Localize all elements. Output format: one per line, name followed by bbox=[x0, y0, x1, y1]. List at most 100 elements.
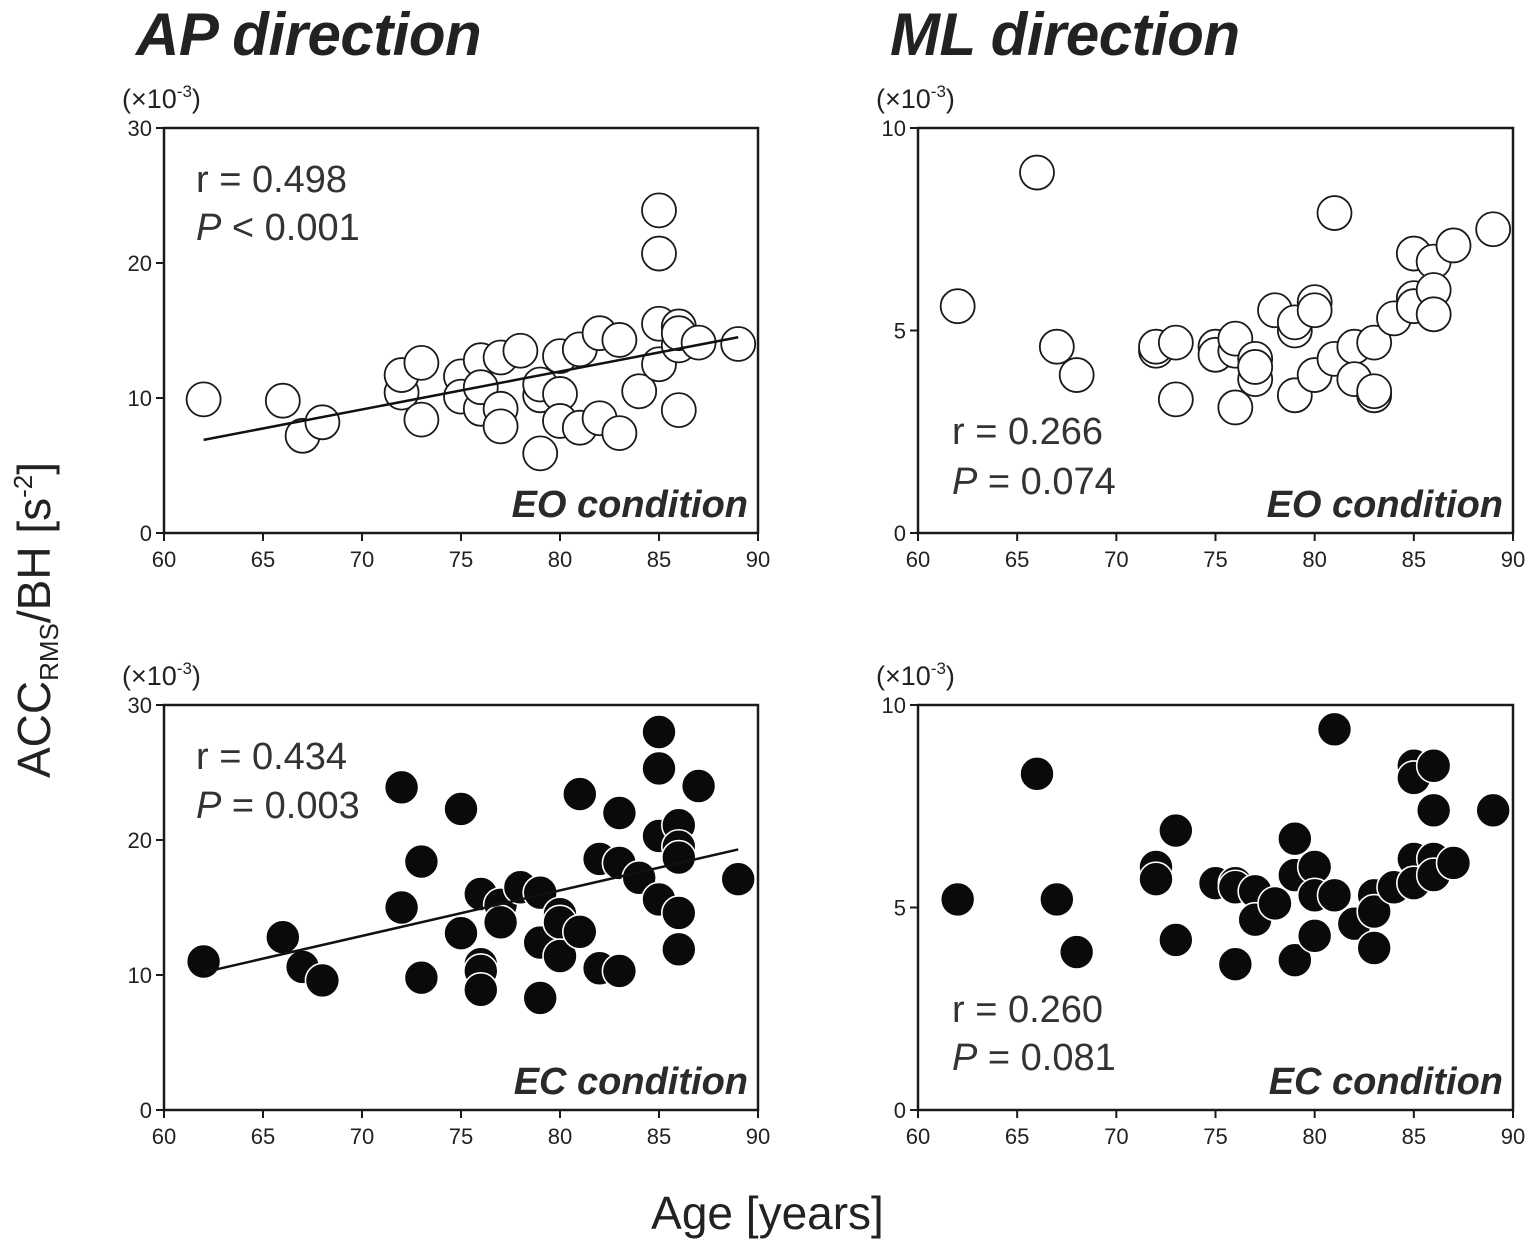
x-tick-label: 80 bbox=[1302, 547, 1326, 572]
data-point bbox=[561, 776, 598, 812]
data-point bbox=[443, 915, 479, 951]
r-value: r = 0.434 bbox=[196, 736, 347, 778]
data-point bbox=[660, 931, 697, 968]
x-tick-label: 70 bbox=[1104, 547, 1128, 572]
data-point bbox=[482, 904, 519, 941]
data-point bbox=[1058, 934, 1095, 970]
y-tick-label: 20 bbox=[128, 828, 152, 853]
y-tick-label: 5 bbox=[894, 896, 906, 921]
regression-line bbox=[203, 336, 739, 442]
data-point bbox=[1316, 877, 1353, 914]
x-tick-label: 70 bbox=[350, 547, 374, 572]
x-tick-label: 80 bbox=[548, 1124, 572, 1149]
p-value: P = 0.003 bbox=[196, 785, 360, 827]
data-point bbox=[601, 953, 638, 989]
r-value: r = 0.266 bbox=[952, 411, 1103, 453]
data-point bbox=[1356, 930, 1392, 966]
x-tick-label: 65 bbox=[251, 547, 275, 572]
y-tick-label: 10 bbox=[128, 963, 152, 988]
data-point bbox=[1296, 292, 1333, 329]
data-point bbox=[1039, 881, 1075, 918]
data-point bbox=[660, 392, 697, 429]
data-point bbox=[1277, 820, 1313, 857]
data-point bbox=[1138, 861, 1174, 897]
x-axis-label: Age [years] bbox=[651, 1187, 884, 1239]
data-point bbox=[304, 404, 341, 441]
data-point bbox=[1157, 324, 1194, 361]
y-tick-label: 10 bbox=[882, 693, 906, 718]
data-point bbox=[304, 962, 341, 999]
condition-label: EC condition bbox=[1269, 1061, 1503, 1103]
x-tick-label: 70 bbox=[1104, 1124, 1128, 1149]
y-tick-label: 30 bbox=[128, 693, 152, 718]
data-point bbox=[720, 861, 757, 897]
x-tick-label: 60 bbox=[152, 1124, 176, 1149]
x-tick-label: 65 bbox=[251, 1124, 275, 1149]
x-tick-label: 85 bbox=[1402, 547, 1426, 572]
data-point bbox=[1356, 324, 1393, 361]
y-tick-label: 0 bbox=[894, 1098, 906, 1123]
y-tick-label: 5 bbox=[894, 319, 906, 344]
col-title-ap: AP direction bbox=[136, 1, 482, 68]
data-point bbox=[1217, 389, 1254, 426]
data-point bbox=[939, 288, 976, 325]
data-point bbox=[185, 381, 222, 418]
x-tick-label: 75 bbox=[449, 547, 473, 572]
data-point bbox=[1475, 792, 1511, 829]
data-point bbox=[1356, 373, 1393, 410]
data-point bbox=[1435, 227, 1472, 264]
condition-label: EO condition bbox=[1267, 484, 1503, 526]
data-point bbox=[1237, 349, 1274, 385]
y-tick-label: 10 bbox=[128, 386, 152, 411]
y-tick-label: 20 bbox=[128, 251, 152, 276]
data-point bbox=[1415, 296, 1452, 333]
p-value: P = 0.081 bbox=[952, 1037, 1116, 1079]
data-point bbox=[542, 938, 578, 974]
data-point bbox=[403, 401, 440, 438]
p-value: P = 0.074 bbox=[952, 461, 1116, 503]
data-point bbox=[1356, 893, 1392, 930]
y-tick-label: 10 bbox=[882, 116, 906, 141]
data-point bbox=[601, 415, 638, 452]
y-tick-label: 0 bbox=[140, 1098, 152, 1123]
p-value: P < 0.001 bbox=[196, 207, 360, 249]
data-point bbox=[443, 791, 479, 827]
data-point bbox=[1038, 328, 1075, 365]
x-tick-label: 90 bbox=[1501, 547, 1525, 572]
y-tick-label: 0 bbox=[140, 521, 152, 546]
data-point bbox=[264, 382, 301, 419]
x-tick-label: 90 bbox=[746, 547, 770, 572]
data-point bbox=[1415, 747, 1452, 784]
x-tick-label: 65 bbox=[1005, 547, 1029, 572]
y-tick-label: 30 bbox=[128, 116, 152, 141]
multiplier-label: (×10-3) bbox=[122, 659, 201, 691]
data-point bbox=[1019, 154, 1055, 191]
data-point bbox=[1277, 942, 1313, 978]
data-point bbox=[1158, 922, 1194, 958]
data-point bbox=[522, 435, 559, 472]
x-tick-label: 60 bbox=[906, 1124, 930, 1149]
data-point bbox=[641, 192, 677, 229]
data-point bbox=[1158, 812, 1194, 849]
data-point bbox=[482, 408, 519, 445]
multiplier-label: (×10-3) bbox=[122, 82, 201, 114]
data-point bbox=[462, 972, 499, 1008]
data-point bbox=[641, 235, 677, 272]
data-point bbox=[403, 959, 440, 996]
x-tick-label: 85 bbox=[1402, 1124, 1426, 1149]
data-point bbox=[1257, 885, 1293, 922]
x-tick-label: 90 bbox=[746, 1124, 770, 1149]
data-point bbox=[939, 881, 976, 918]
r-value: r = 0.260 bbox=[952, 989, 1103, 1031]
data-point bbox=[1019, 756, 1055, 792]
x-tick-label: 60 bbox=[152, 547, 176, 572]
data-point bbox=[601, 322, 638, 358]
condition-label: EC condition bbox=[514, 1061, 748, 1103]
y-tick-label: 0 bbox=[894, 521, 906, 546]
data-point bbox=[522, 980, 559, 1016]
data-point bbox=[601, 795, 638, 831]
